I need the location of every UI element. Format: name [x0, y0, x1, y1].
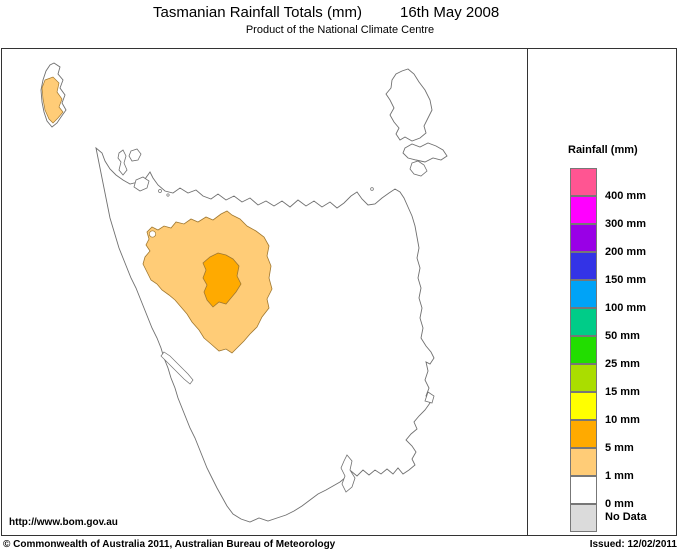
legend-label-150-mm: 150 mm [605, 274, 646, 286]
legend-swatch-0-mm [570, 476, 597, 504]
clarke-island-coastline [409, 160, 428, 177]
bruny-island-coastline [340, 454, 356, 493]
three-hummock-island-coastline [128, 148, 142, 162]
legend-label-no-data: No Data [605, 511, 647, 523]
rain-region-hole [148, 230, 157, 238]
legend-swatch-150-mm [570, 252, 597, 280]
northeast-islet [370, 187, 374, 191]
king-island-rain-region-1mm [41, 76, 64, 124]
legend-label-400-mm: 400 mm [605, 190, 646, 202]
flinders-island-coastline [385, 68, 433, 142]
legend-title: Rainfall (mm) [568, 144, 638, 156]
legend-swatch-15-mm [570, 364, 597, 392]
legend-label-5-mm: 5 mm [605, 442, 634, 454]
legend-swatch-100-mm [570, 280, 597, 308]
chart-frame [1, 48, 677, 536]
legend-divider [527, 48, 528, 536]
legend-swatch-25-mm [570, 336, 597, 364]
legend-label-10-mm: 10 mm [605, 414, 640, 426]
legend-label-200-mm: 200 mm [605, 246, 646, 258]
north-coast-islet [158, 189, 162, 193]
north-coast-islet [166, 193, 170, 197]
legend-label-0-mm: 0 mm [605, 498, 634, 510]
tasmania-coastline [95, 146, 435, 523]
copyright-text: © Commonwealth of Australia 2011, Austra… [3, 539, 336, 550]
legend-swatch-50-mm [570, 308, 597, 336]
macquarie-harbour-outline [160, 351, 194, 385]
legend-swatch-1-mm [570, 448, 597, 476]
legend-swatch-300-mm [570, 196, 597, 224]
page-subtitle: Product of the National Climate Centre [245, 24, 435, 36]
maria-island-coastline [424, 391, 435, 404]
bom-url: http://www.bom.gov.au [9, 517, 118, 528]
legend-swatch-no-data [570, 504, 597, 532]
page-title: Tasmanian Rainfall Totals (mm) [153, 4, 362, 21]
legend-label-1-mm: 1 mm [605, 470, 634, 482]
legend-label-300-mm: 300 mm [605, 218, 646, 230]
page-date: 16th May 2008 [400, 4, 500, 21]
legend-swatch-400-mm [570, 168, 597, 196]
legend-label-100-mm: 100 mm [605, 302, 646, 314]
legend-swatch-5-mm [570, 420, 597, 448]
cape-barren-island-coastline [402, 142, 448, 163]
legend-swatch-10-mm [570, 392, 597, 420]
robbins-island-coastline [133, 176, 150, 192]
legend-label-15-mm: 15 mm [605, 386, 640, 398]
tasmania-map [40, 62, 448, 523]
legend-label-50-mm: 50 mm [605, 330, 640, 342]
legend-label-25-mm: 25 mm [605, 358, 640, 370]
issued-text: Issued: 12/02/2011 [589, 539, 677, 550]
rain-region-5mm [202, 252, 242, 308]
hunter-island-coastline [117, 149, 128, 176]
legend-swatch-200-mm [570, 224, 597, 252]
